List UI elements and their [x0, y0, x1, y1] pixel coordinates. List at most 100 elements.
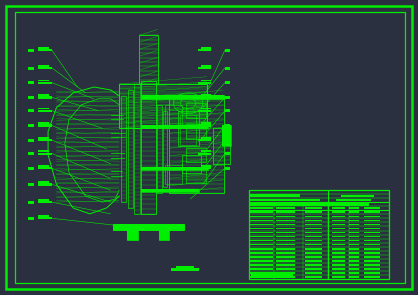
Bar [276, 224, 295, 225]
Bar [305, 276, 322, 278]
Bar [141, 189, 199, 192]
Bar [128, 90, 133, 208]
Bar [276, 232, 295, 233]
Bar [332, 276, 345, 278]
Bar [250, 236, 273, 237]
Bar [141, 95, 224, 99]
Bar [38, 215, 49, 217]
Bar [28, 183, 34, 186]
Bar [38, 80, 49, 81]
Bar [349, 256, 359, 258]
Bar [364, 232, 380, 233]
Bar [198, 49, 211, 51]
Bar [364, 236, 380, 237]
Bar [250, 219, 273, 221]
Bar [165, 105, 182, 125]
Bar [186, 168, 206, 183]
Bar [201, 165, 211, 167]
Bar [349, 248, 359, 250]
Bar [276, 207, 295, 209]
Bar [276, 216, 295, 217]
Bar [38, 122, 49, 124]
Bar [178, 111, 199, 146]
Bar [305, 224, 322, 225]
Bar [332, 272, 345, 274]
Bar [364, 227, 380, 230]
Bar [28, 152, 34, 155]
Bar [225, 96, 230, 99]
Bar [225, 49, 230, 52]
Bar [38, 47, 49, 49]
Bar [127, 230, 138, 240]
Bar [305, 219, 322, 221]
Bar [250, 194, 300, 197]
Bar [332, 252, 345, 253]
Bar [38, 167, 52, 169]
Bar [159, 230, 169, 240]
Bar [276, 236, 295, 237]
Bar [349, 216, 359, 217]
Bar [141, 189, 199, 192]
Bar [180, 115, 196, 145]
Bar [250, 227, 273, 230]
Bar [305, 272, 322, 274]
Bar [222, 125, 231, 146]
Bar [38, 49, 52, 51]
Bar [332, 236, 345, 237]
Bar [38, 217, 52, 219]
Bar [332, 264, 345, 266]
Bar [250, 272, 273, 274]
Bar [251, 272, 293, 278]
Bar [250, 224, 273, 225]
Bar [198, 82, 211, 84]
Bar [222, 125, 231, 146]
Bar [364, 260, 380, 262]
Bar [198, 67, 211, 69]
Bar [28, 96, 34, 99]
Bar [28, 217, 34, 220]
Bar [38, 165, 49, 167]
Bar [165, 165, 182, 184]
Bar [364, 216, 380, 217]
Bar [276, 219, 295, 221]
Bar [141, 125, 208, 128]
Bar [276, 252, 295, 253]
Bar [349, 219, 359, 221]
Bar [201, 122, 211, 124]
Bar [364, 240, 380, 242]
Bar [225, 124, 230, 127]
Bar [349, 236, 359, 237]
Bar [250, 256, 273, 258]
Bar [349, 232, 359, 233]
Bar [28, 109, 34, 112]
Bar [305, 216, 322, 217]
Bar [28, 49, 34, 52]
Bar [332, 212, 345, 213]
Bar [250, 268, 273, 270]
Bar [182, 155, 201, 173]
Bar [38, 137, 49, 139]
Bar [276, 272, 295, 274]
Bar [141, 81, 156, 214]
Bar [250, 232, 273, 233]
Bar [276, 276, 295, 278]
Bar [38, 96, 52, 99]
Bar [332, 232, 345, 233]
Bar [364, 276, 380, 278]
Bar [38, 67, 52, 69]
Bar [305, 248, 322, 250]
Bar [141, 95, 224, 99]
Bar [332, 227, 345, 230]
Bar [276, 248, 295, 250]
Bar [276, 227, 295, 230]
Bar [198, 110, 211, 112]
Bar [198, 167, 211, 169]
Bar [38, 183, 52, 186]
Bar [28, 67, 34, 70]
Bar [113, 224, 184, 230]
Bar [225, 167, 230, 170]
Bar [332, 248, 345, 250]
Bar [349, 212, 359, 213]
Bar [305, 232, 322, 233]
Bar [38, 199, 49, 201]
